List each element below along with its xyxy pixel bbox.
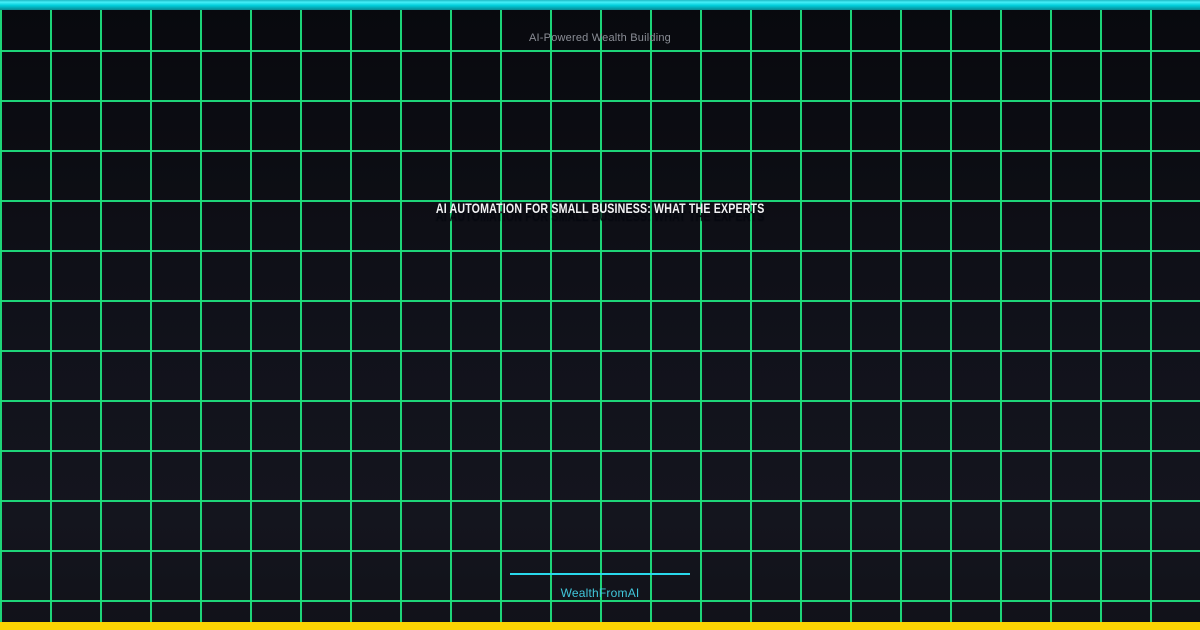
page-title-text: AI AUTOMATION FOR SMALL BUSINESS: WHAT T… — [435, 200, 765, 216]
top-accent-bar — [0, 0, 1200, 10]
page-title: AI AUTOMATION FOR SMALL BUSINESS: WHAT T… — [0, 200, 1200, 218]
brand-name: WealthFromAI — [560, 586, 640, 600]
bottom-accent-bar — [0, 622, 1200, 630]
divider-line — [510, 573, 690, 575]
tagline: AI-Powered Wealth Building — [529, 32, 671, 44]
